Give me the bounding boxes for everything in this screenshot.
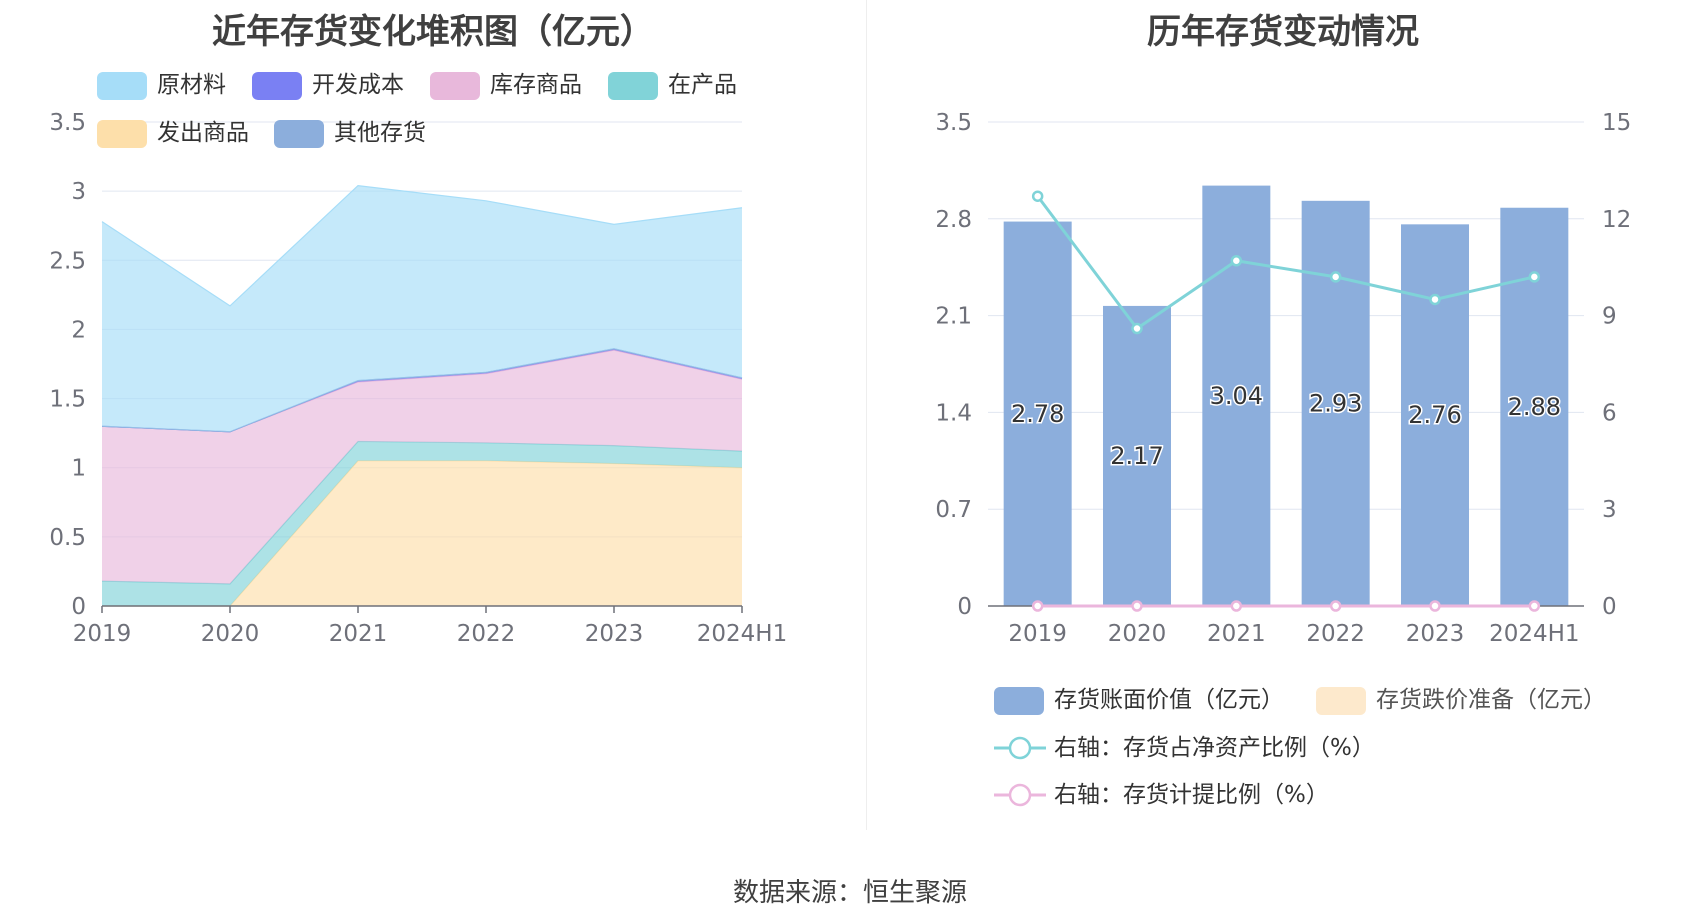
bar-2022 [1301,200,1370,606]
bar-line-chart: 0 0.7 1.4 2.1 2.8 3.5 0 3 6 9 12 15 2.78 2.17 3.04 2.93… [935,110,1631,647]
left-x-tick-label: 2023 [585,621,644,647]
right-y-tick-label: 2.1 [935,304,972,330]
line-point [1031,190,1044,202]
left-y-tick-label: 2 [71,317,86,343]
bar-line-panel: 历年存货变动情况 0 0.7 1.4 2.1 2.8 3.5 0 3 6 9 12 15 2.78 2.1… [866,0,1700,830]
line-point [1230,600,1243,612]
bar-2023 [1401,224,1469,606]
right-y-tick-label: 2.8 [935,207,972,233]
panel-divider [866,0,867,830]
right-legend: 存货账面价值（亿元） 存货跌价准备（亿元） 右轴：存货占净资产比例（%） 右轴：存货计… [866,660,1700,830]
legend-label: 在产品 [668,72,737,98]
right-y-tick-label: 0.7 [935,497,972,523]
legend-swatch [1316,687,1366,715]
line-point [1131,322,1143,335]
legend-swatch [994,687,1044,715]
bar-value-label: 3.04 [1210,382,1263,410]
line-point [1329,271,1342,283]
line-point [1429,293,1441,306]
legend-label: 存货跌价准备（亿元） [1376,687,1606,713]
area-edge-原材料 [101,184,743,307]
legend-label: 库存商品 [490,72,582,98]
left-y-tick-label: 1.5 [49,387,86,413]
legend-label: 存货账面价值（亿元） [1054,687,1284,713]
bar-value-label: 2.93 [1309,389,1362,417]
bar-2019 [1003,221,1072,606]
legend-swatch [97,120,147,148]
right-y2-tick-label: 3 [1602,497,1617,523]
right-y-tick-label: 0 [957,594,972,620]
right-x-tick-label: 2023 [1406,621,1465,647]
bar-2020 [1103,305,1171,606]
legend-label: 发出商品 [157,120,249,146]
left-x-tick-label: 2021 [329,621,388,647]
stacked-area-panel: 近年存货变化堆积图（亿元） 0 0.5 1 1.5 2 2.5 3 3.5 2019 2020 20… [0,0,866,830]
stacked-area-chart: 0 0.5 1 1.5 2 2.5 3 3.5 2019 2020 2021 2022 2023 2024… [49,110,787,647]
legend-label: 原材料 [157,72,226,98]
left-x-tick-label: 2019 [73,621,132,647]
right-x-tick-label: 2020 [1108,621,1167,647]
legend-swatch [430,72,480,100]
left-x-tick-label: 2022 [457,621,516,647]
right-y2-tick-label: 6 [1602,400,1617,426]
right-x-tick-label: 2022 [1306,621,1365,647]
area-库存商品 [102,350,742,584]
legend-swatch [252,72,302,100]
right-chart-title: 历年存货变动情况 [1147,12,1419,52]
left-y-tick-label: 1 [71,456,86,482]
data-source-note: 数据来源：恒生聚源 [732,878,967,908]
line-point [1329,600,1342,612]
left-chart-title: 近年存货变化堆积图（亿元） [212,12,654,52]
left-y-tick-label: 2.5 [49,248,86,274]
left-y-tick-label: 3 [71,179,86,205]
legend-label: 右轴：存货计提比例（%） [1054,782,1329,808]
right-y2-tick-label: 0 [1602,594,1617,620]
left-x-tick-label: 2020 [201,621,260,647]
legend-swatch [274,120,324,148]
legend-line-swatch [994,736,1046,760]
legend-line-swatch [994,783,1046,807]
legend-label: 其他存货 [334,120,426,146]
left-y-tick-label: 0.5 [49,525,86,551]
bar-value-label: 2.78 [1011,400,1064,428]
bar-value-label: 2.17 [1110,442,1163,470]
left-legend: 原材料 开发成本 库存商品 在产品发出商品 其他存货 [0,72,866,830]
left-x-tick-label: 2024H1 [697,621,787,647]
right-x-tick-label: 2019 [1008,621,1067,647]
right-y2-tick-label: 9 [1602,304,1617,330]
right-y-tick-label: 3.5 [935,110,972,136]
legend-swatch [608,72,658,100]
area-原材料 [102,185,742,432]
right-y-tick-label: 1.4 [935,400,972,426]
right-x-tick-label: 2024H1 [1489,621,1579,647]
line-point [1131,600,1143,612]
bar-value-label: 2.76 [1408,401,1461,429]
legend-label: 右轴：存货占净资产比例（%） [1054,735,1375,761]
bar-value-label: 2.88 [1508,393,1561,421]
right-x-tick-label: 2021 [1207,621,1266,647]
line-point [1429,600,1441,612]
line-右轴：存货占净资产比例（%） [1036,195,1535,331]
legend-swatch [97,72,147,100]
legend-label: 开发成本 [312,72,404,98]
line-point [1031,600,1044,612]
right-y2-tick-label: 12 [1602,207,1631,233]
line-point [1528,271,1541,283]
line-point [1528,600,1541,612]
right-y2-tick-label: 15 [1602,110,1631,136]
left-y-tick-label: 3.5 [49,110,86,136]
line-point [1230,254,1243,267]
area-在产品 [102,441,742,606]
left-y-tick-label: 0 [71,594,86,620]
